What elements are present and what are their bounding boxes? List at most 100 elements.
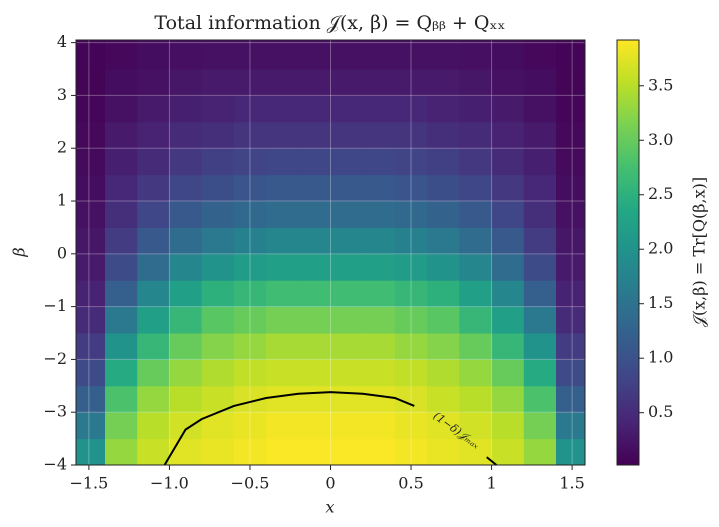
heatmap-cell — [459, 148, 493, 176]
heatmap-cell — [266, 201, 299, 228]
heatmap-cell — [491, 227, 525, 255]
heatmap-cell — [201, 95, 235, 123]
y-tick-label: 1 — [57, 191, 67, 210]
heatmap-cell — [330, 69, 364, 96]
colorbar-tick-label: 3.0 — [648, 130, 673, 149]
heatmap-cell — [201, 438, 235, 466]
heatmap-cell — [233, 438, 267, 466]
heatmap-cell — [362, 227, 396, 255]
y-tick-label: −3 — [43, 402, 67, 421]
heatmap-cell — [201, 227, 235, 255]
heatmap-cell — [394, 412, 428, 440]
heatmap-cell — [169, 280, 203, 308]
y-tick-label: 4 — [57, 32, 67, 51]
heatmap-cell — [298, 95, 331, 123]
heatmap-cell — [298, 385, 331, 413]
heatmap-cell — [491, 385, 525, 413]
heatmap-cell — [362, 359, 396, 387]
heatmap-cell — [362, 40, 396, 70]
heatmap-cell — [201, 40, 235, 70]
heatmap-cell — [523, 306, 557, 334]
heatmap-cell — [491, 333, 525, 360]
heatmap-cell — [330, 201, 364, 228]
heatmap-cell — [201, 174, 235, 202]
heatmap-cell — [137, 69, 170, 96]
y-tick-label: −4 — [43, 455, 67, 474]
heatmap-cell — [523, 69, 557, 96]
heatmap-cell — [330, 253, 364, 281]
heatmap-cell — [76, 280, 106, 308]
heatmap-cell — [169, 412, 203, 440]
heatmap-cell — [104, 438, 138, 466]
heatmap-cell — [491, 201, 525, 228]
heatmap-cell — [330, 385, 364, 413]
heatmap-cell — [427, 438, 460, 466]
heatmap-cell — [266, 253, 299, 281]
heatmap-cell — [459, 174, 493, 202]
heatmap-cell — [491, 40, 525, 70]
heatmap-cell — [459, 385, 493, 413]
heatmap-cell — [76, 121, 106, 149]
heatmap-cell — [556, 438, 586, 466]
heatmap-cell — [76, 201, 106, 228]
heatmap-cell — [556, 95, 586, 123]
heatmap-cell — [362, 95, 396, 123]
heatmap-cell — [298, 253, 331, 281]
heatmap-cell — [362, 148, 396, 176]
heatmap-cell — [523, 412, 557, 440]
heatmap-cell — [523, 40, 557, 70]
heatmap-cell — [169, 227, 203, 255]
heatmap-cell — [104, 412, 138, 440]
heatmap-cell — [104, 201, 138, 228]
heatmap-cell — [104, 359, 138, 387]
heatmap-cell — [523, 280, 557, 308]
heatmap-cell — [233, 95, 267, 123]
heatmap-cell — [169, 40, 203, 70]
heatmap-cell — [169, 253, 203, 281]
heatmap-cell — [266, 148, 299, 176]
heatmap-cell — [104, 95, 138, 123]
heatmap-cell — [233, 227, 267, 255]
heatmap-cell — [523, 253, 557, 281]
heatmap-cell — [169, 333, 203, 360]
heatmap-cell — [169, 201, 203, 228]
heatmap-cell — [459, 280, 493, 308]
heatmap-cell — [233, 69, 267, 96]
heatmap-cell — [266, 385, 299, 413]
heatmap-cell — [394, 121, 428, 149]
chart-title: Total information 𝒥(x, β) = Qᵦᵦ + Qₓₓ — [154, 12, 505, 34]
x-tick-label: 1.5 — [559, 474, 584, 493]
heatmap-cell — [137, 306, 170, 334]
heatmap-cell — [523, 148, 557, 176]
heatmap-cell — [459, 227, 493, 255]
heatmap-cell — [362, 306, 396, 334]
heatmap-cell — [556, 359, 586, 387]
heatmap-cell — [491, 359, 525, 387]
heatmap-cell — [556, 148, 586, 176]
heatmap-cell — [266, 121, 299, 149]
colorbar-tick-label: 1.0 — [648, 348, 673, 367]
heatmap-cell — [459, 359, 493, 387]
heatmap-cell — [76, 359, 106, 387]
heatmap-cell — [298, 359, 331, 387]
heatmap-cell — [330, 148, 364, 176]
heatmap-cell — [201, 121, 235, 149]
heatmap-cell — [104, 174, 138, 202]
heatmap-cell — [298, 333, 331, 360]
heatmap-cell — [523, 95, 557, 123]
heatmap-cell — [137, 333, 170, 360]
heatmap-cell — [330, 412, 364, 440]
heatmap-cell — [330, 333, 364, 360]
heatmap-cell — [76, 69, 106, 96]
heatmap-cell — [459, 333, 493, 360]
heatmap-cell — [394, 201, 428, 228]
colorbar — [616, 39, 640, 466]
heatmap-cell — [556, 412, 586, 440]
plot-frame — [75, 39, 586, 466]
heatmap-cell — [330, 438, 364, 466]
heatmap-cell — [76, 333, 106, 360]
heatmap-cell — [427, 148, 460, 176]
y-tick-label: 3 — [57, 85, 67, 104]
heatmap-cell — [233, 174, 267, 202]
heatmap-cell — [427, 333, 460, 360]
